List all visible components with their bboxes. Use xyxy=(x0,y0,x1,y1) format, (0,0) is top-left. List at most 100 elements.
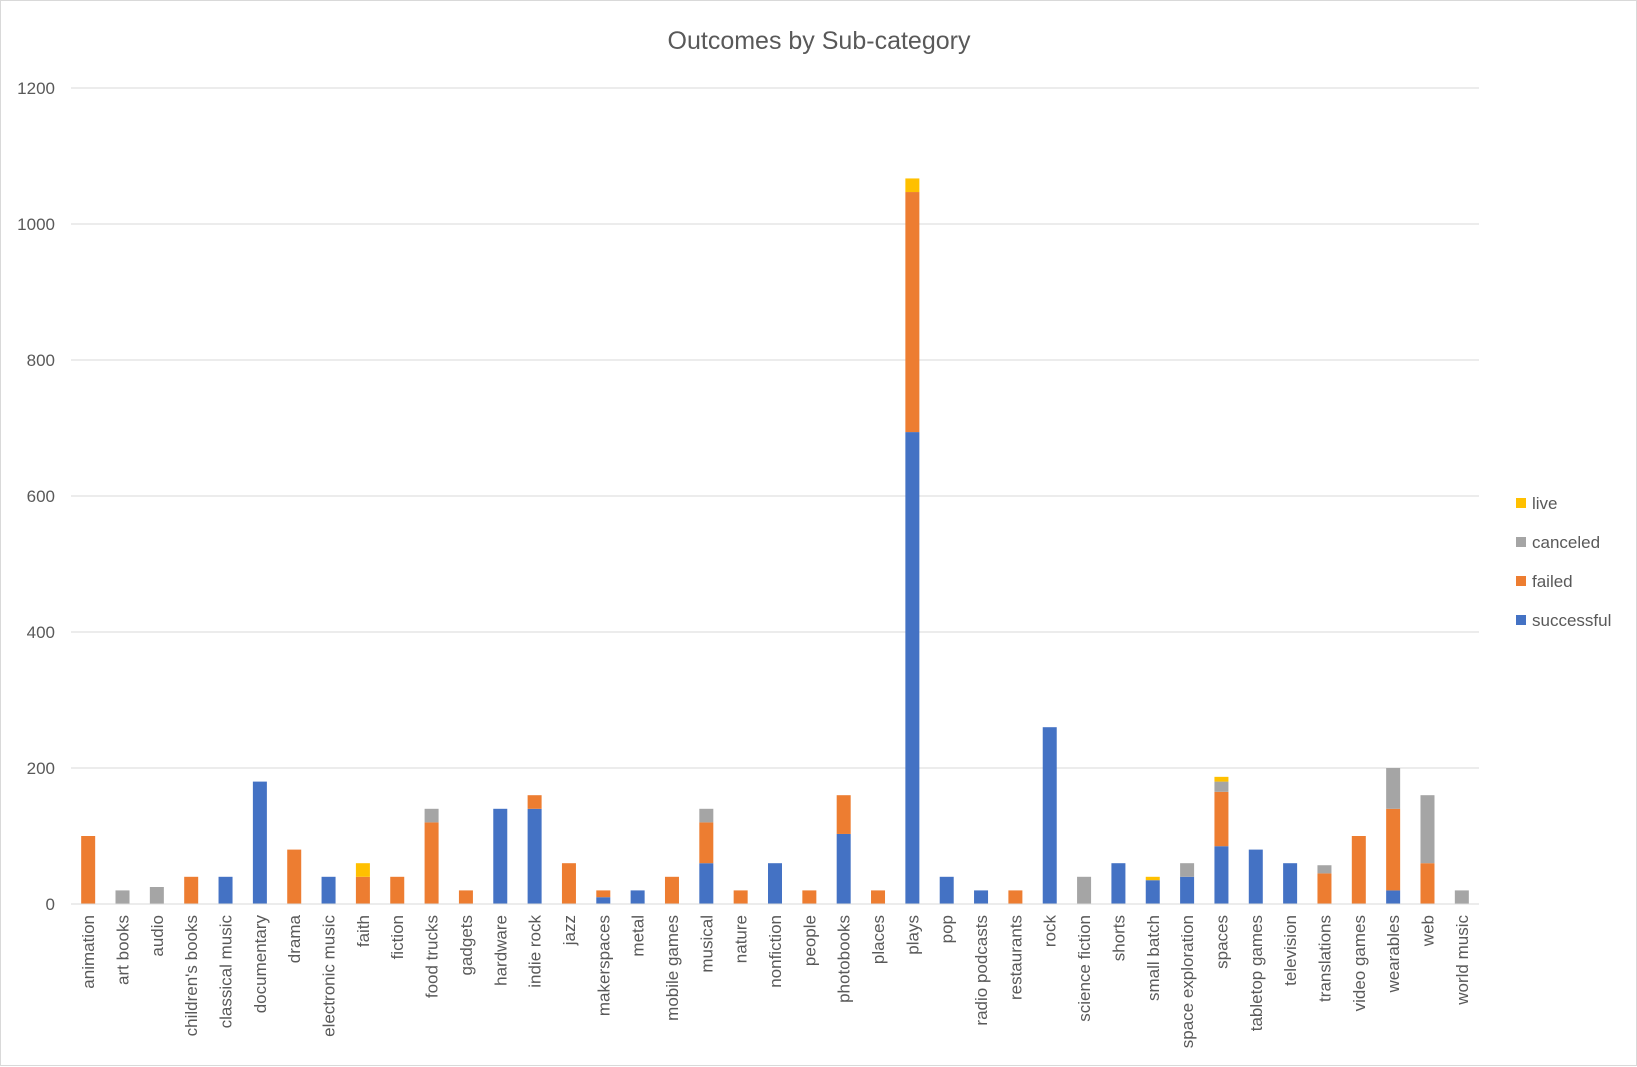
x-tick-label: nonfiction xyxy=(766,915,785,988)
x-tick-label: small batch xyxy=(1144,915,1163,1001)
legend-swatch-successful xyxy=(1516,615,1526,625)
bar-canceled xyxy=(699,808,714,823)
legend-label-canceled: canceled xyxy=(1532,533,1600,552)
x-tick-label: science fiction xyxy=(1075,915,1094,1022)
bar-successful xyxy=(527,808,542,904)
bar-failed xyxy=(699,822,714,864)
x-tick-label: art books xyxy=(114,915,133,985)
bar-successful xyxy=(939,876,954,904)
x-tick-label: gadgets xyxy=(457,915,476,976)
x-tick-label: rock xyxy=(1041,915,1060,948)
bar-canceled xyxy=(424,808,439,823)
bar-failed xyxy=(458,890,473,904)
legend-label-successful: successful xyxy=(1532,611,1611,630)
bar-failed xyxy=(355,876,370,904)
y-tick-label: 0 xyxy=(46,895,55,914)
bar-successful xyxy=(218,876,233,904)
y-tick-label: 400 xyxy=(27,623,55,642)
bar-successful xyxy=(1111,863,1126,904)
bar-failed xyxy=(1386,808,1401,891)
y-tick-label: 600 xyxy=(27,487,55,506)
bar-canceled xyxy=(149,887,164,904)
bar-failed xyxy=(527,795,542,809)
x-tick-label: children's books xyxy=(182,915,201,1036)
gridlines xyxy=(71,87,1479,769)
bar-failed xyxy=(905,192,920,433)
x-tick-label: electronic music xyxy=(320,915,339,1037)
bar-successful xyxy=(1145,880,1160,904)
y-tick-label: 800 xyxy=(27,351,55,370)
bar-failed xyxy=(390,876,405,904)
bar-successful xyxy=(321,876,336,904)
bar-canceled xyxy=(1077,876,1092,904)
x-tick-label: fiction xyxy=(388,915,407,959)
bar-live xyxy=(905,178,920,193)
bar-successful xyxy=(596,897,611,904)
bar-failed xyxy=(1008,890,1023,904)
bars xyxy=(81,178,1469,904)
bar-failed xyxy=(424,822,439,904)
y-tick-label: 200 xyxy=(27,759,55,778)
x-tick-label: wearables xyxy=(1384,915,1403,994)
bar-failed xyxy=(1317,873,1332,904)
legend-label-failed: failed xyxy=(1532,572,1573,591)
y-axis-ticks: 0 200 400 600 800 1000 1200 xyxy=(17,79,55,914)
x-axis-ticks: animation art books audio children's books c… xyxy=(79,914,1472,1048)
x-tick-label: metal xyxy=(629,915,648,957)
x-tick-label: documentary xyxy=(251,915,270,1014)
x-tick-label: shorts xyxy=(1109,915,1128,961)
bar-failed xyxy=(871,890,886,904)
legend: live canceled failed successful xyxy=(1516,494,1611,630)
x-tick-label: spaces xyxy=(1212,915,1231,969)
legend-swatch-live xyxy=(1516,498,1526,508)
x-tick-label: animation xyxy=(79,915,98,989)
x-tick-label: video games xyxy=(1350,915,1369,1011)
bar-successful xyxy=(905,432,920,904)
bar-failed xyxy=(561,863,576,904)
x-tick-label: drama xyxy=(285,914,304,963)
x-tick-label: food trucks xyxy=(423,915,442,998)
bar-successful xyxy=(493,808,508,904)
x-tick-label: translations xyxy=(1315,915,1334,1002)
bar-live xyxy=(1145,876,1160,881)
x-tick-label: nature xyxy=(732,915,751,963)
bar-failed xyxy=(836,795,851,834)
x-tick-label: musical xyxy=(697,915,716,973)
bar-canceled xyxy=(1386,768,1401,809)
bar-canceled xyxy=(1180,863,1195,877)
bar-failed xyxy=(1214,791,1229,847)
bar-canceled xyxy=(1454,890,1469,904)
chart-title: Outcomes by Sub-category xyxy=(668,27,971,55)
y-tick-label: 1000 xyxy=(17,215,55,234)
bar-successful xyxy=(1248,849,1263,904)
x-tick-label: world music xyxy=(1453,915,1472,1006)
x-tick-label: classical music xyxy=(217,915,236,1029)
bar-successful xyxy=(630,890,645,904)
bar-successful xyxy=(974,890,989,904)
bar-canceled xyxy=(1214,781,1229,792)
x-tick-label: audio xyxy=(148,915,167,957)
bar-successful xyxy=(836,833,851,904)
x-tick-label: space exploration xyxy=(1178,915,1197,1048)
legend-swatch-canceled xyxy=(1516,537,1526,547)
x-tick-label: makerspaces xyxy=(594,915,613,1016)
legend-label-live: live xyxy=(1532,494,1558,513)
x-tick-label: pop xyxy=(938,915,957,943)
bar-failed xyxy=(802,890,817,904)
bar-failed xyxy=(1351,836,1366,904)
x-tick-label: radio podcasts xyxy=(972,915,991,1026)
bar-canceled xyxy=(1317,865,1332,874)
x-tick-label: plays xyxy=(903,915,922,955)
bar-live xyxy=(1214,776,1229,782)
legend-swatch-failed xyxy=(1516,576,1526,586)
bar-successful xyxy=(1386,890,1401,904)
bar-successful xyxy=(252,781,267,904)
bar-failed xyxy=(287,849,302,904)
bar-canceled xyxy=(115,890,130,904)
x-tick-label: photobooks xyxy=(835,915,854,1003)
x-tick-label: people xyxy=(800,915,819,966)
x-tick-label: television xyxy=(1281,915,1300,986)
x-tick-label: jazz xyxy=(560,915,579,946)
